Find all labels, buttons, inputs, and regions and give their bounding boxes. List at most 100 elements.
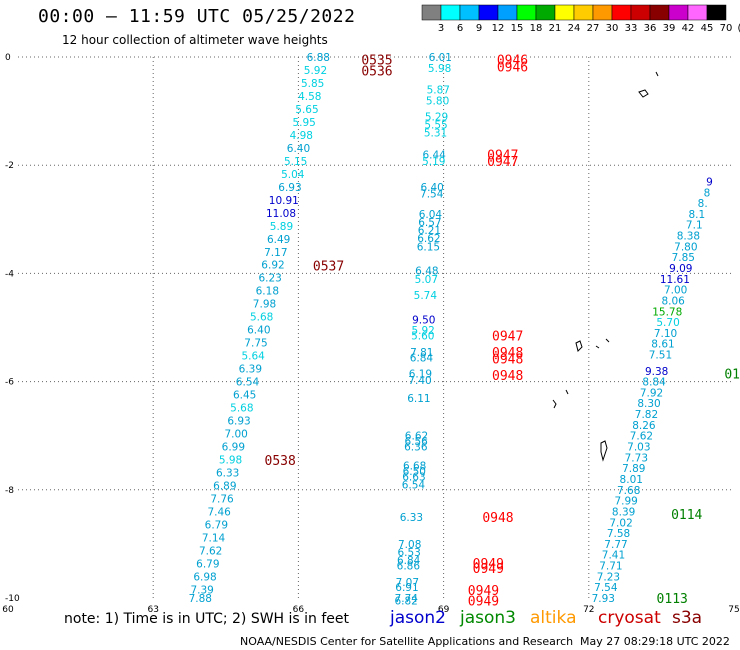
wave-height-value: 5.68 <box>250 312 273 324</box>
wave-height-value: 8.26 <box>632 420 656 432</box>
satellite-s3a: s3a <box>672 608 703 628</box>
legend-swatch <box>592 4 613 21</box>
wave-height-value: 5.87 <box>427 84 450 96</box>
wave-height-value: 7.14 <box>202 532 226 544</box>
wave-height-value: 6.53 <box>397 547 420 559</box>
wave-height-value: 7.74 <box>395 593 419 605</box>
wave-height-value: 6.57 <box>418 217 441 229</box>
wave-height-value: 5.15 <box>284 156 307 168</box>
wave-height-value: 8.84 <box>642 377 666 389</box>
legend-swatch <box>497 4 518 21</box>
wave-height-value: 6.54 <box>402 479 426 491</box>
wave-height-value: 5.89 <box>270 221 293 233</box>
legend-swatch <box>516 4 537 21</box>
wave-height-value: 5.60 <box>411 331 434 343</box>
legend-swatch <box>668 4 689 21</box>
wave-height-value: 6.88 <box>307 52 330 64</box>
wave-height-value: 7.17 <box>264 247 287 259</box>
wave-height-value: 9.38 <box>645 366 668 378</box>
legend-swatch <box>611 4 632 21</box>
y-tick-label: -4 <box>5 269 14 279</box>
wave-height-value: 5.85 <box>301 78 324 90</box>
legend-swatch <box>478 4 499 21</box>
y-tick-label: -6 <box>5 378 14 388</box>
wave-height-value: 7.73 <box>625 452 648 464</box>
y-tick-label: -2 <box>5 161 14 171</box>
wave-height-value: 7.54 <box>594 582 618 594</box>
wave-height-value: 7.82 <box>635 409 658 421</box>
legend-label: 9 <box>476 23 482 34</box>
legend-label: 42 <box>682 23 695 34</box>
wave-height-value: 7.93 <box>592 593 615 605</box>
wave-height-value: 6.40 <box>287 143 310 155</box>
wave-height-value: 8.61 <box>651 339 674 351</box>
legend-swatch <box>535 4 556 21</box>
wave-height-value: 4.58 <box>298 91 321 103</box>
wave-height-value: 5.70 <box>656 317 679 329</box>
generated-timestamp: May 27 08:29:18 UTC 2022 <box>580 635 730 648</box>
wave-height-value: 6.79 <box>205 519 228 531</box>
wave-height-value: 9.50 <box>412 314 435 326</box>
legend-label: 45 <box>701 23 714 34</box>
wave-height-value: 8.01 <box>620 474 643 486</box>
island-outline <box>595 345 600 349</box>
wave-height-value: 5.19 <box>422 156 445 168</box>
x-tick-label: 75 <box>728 605 739 615</box>
island-outline <box>600 440 608 462</box>
wave-height-value: 6.92 <box>261 260 284 272</box>
legend-label: 18 <box>530 23 543 34</box>
legend-label: 15 <box>511 23 524 34</box>
wave-height-value: 11.61 <box>660 274 690 286</box>
wave-height-value: 5.74 <box>414 290 438 302</box>
legend-label: 33 <box>625 23 638 34</box>
wave-height-value: 6.33 <box>216 467 239 479</box>
wave-height-value: 7.03 <box>627 442 650 454</box>
wave-height-value: 7.77 <box>604 539 627 551</box>
wave-height-value: 11.08 <box>266 208 296 220</box>
wave-height-value: 7.75 <box>244 338 267 350</box>
wave-height-value: 6.54 <box>236 377 260 389</box>
wave-height-value: 5.55 <box>424 120 447 132</box>
wave-height-value: 7.99 <box>614 496 637 508</box>
wave-height-value: 6.98 <box>193 571 216 583</box>
wave-height-value: 7.07 <box>396 577 419 589</box>
satellite-altika: altika <box>530 608 577 628</box>
wave-height-value: 8.1 <box>688 209 705 221</box>
legend-label: 30 <box>606 23 619 34</box>
island-outline <box>565 389 569 395</box>
wave-height-value: 7.62 <box>199 545 222 557</box>
wave-height-value: 6.04 <box>419 209 443 221</box>
pass-time-label: 0948 <box>492 346 523 361</box>
y-tick-label: -10 <box>5 594 20 604</box>
wave-height-value: 10.91 <box>269 195 299 207</box>
legend-swatch <box>440 4 461 21</box>
wave-height-value: 6.15 <box>417 241 440 253</box>
wave-height-value: 7.00 <box>224 429 247 441</box>
legend-swatch <box>573 4 594 21</box>
footer-note: note: 1) Time is in UTC; 2) SWH is in fe… <box>64 611 350 627</box>
wave-height-value: 8.39 <box>612 506 635 518</box>
pass-time-label: 0947 <box>487 155 518 170</box>
satellite-jason2: jason2 <box>390 608 446 628</box>
legend-label: 70 <box>720 23 733 34</box>
pass-time-label: 011 <box>724 367 740 382</box>
wave-height-value: 5.68 <box>230 403 253 415</box>
wave-height-value: 5.29 <box>425 112 448 124</box>
wave-height-value: 7.88 <box>189 593 212 605</box>
pass-time-label: 0947 <box>487 148 518 163</box>
wave-height-value: 7.98 <box>253 299 276 311</box>
wave-height-value: 6.01 <box>429 52 452 64</box>
pass-time-label: 0949 <box>473 562 504 577</box>
pass-time-label: 0948 <box>492 369 523 384</box>
wave-height-value: 6.68 <box>403 460 426 472</box>
legend-label: 27 <box>587 23 600 34</box>
x-tick-label: 63 <box>147 605 158 615</box>
wave-height-value: 6.40 <box>247 325 270 337</box>
wave-height-value: 6.50 <box>403 466 426 478</box>
wave-height-value: 7.08 <box>398 539 421 551</box>
wave-height-value: 5.92 <box>411 325 434 337</box>
pass-time-label: 0537 <box>313 259 344 274</box>
pass-time-label: 0948 <box>492 352 523 367</box>
wave-height-value: 7.02 <box>609 517 632 529</box>
